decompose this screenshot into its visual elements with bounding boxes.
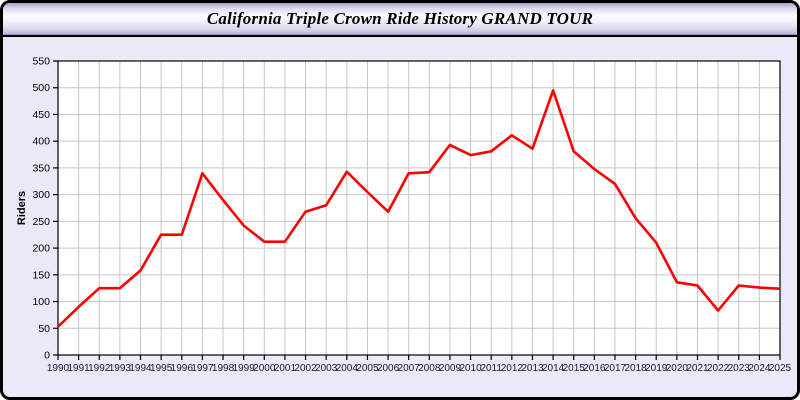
x-axis-tick-label: 2007 <box>398 363 421 374</box>
x-axis-tick-label: 2022 <box>707 363 730 374</box>
x-axis-tick-label: 1995 <box>150 363 173 374</box>
title-bar: California Triple Crown Ride History GRA… <box>3 3 797 37</box>
y-axis-tick-label: 50 <box>38 323 50 335</box>
x-axis-tick-label: 2013 <box>521 363 544 374</box>
plot-frame <box>57 60 781 356</box>
x-axis-tick-label: 2021 <box>686 363 709 374</box>
y-axis-tick-label: 0 <box>44 350 50 362</box>
y-axis-tick-label: 450 <box>32 109 50 121</box>
x-axis-tick-label: 2006 <box>377 363 400 374</box>
x-axis-tick-label: 1999 <box>233 363 256 374</box>
y-axis-tick-label: 100 <box>32 296 50 308</box>
x-axis-tick-label: 2025 <box>769 363 792 374</box>
x-axis-tick-label: 2008 <box>418 363 441 374</box>
x-axis-tick-label: 2002 <box>294 363 317 374</box>
x-axis-tick-label: 2005 <box>356 363 379 374</box>
x-axis-tick-label: 2011 <box>480 363 502 374</box>
page-title: California Triple Crown Ride History GRA… <box>206 9 594 28</box>
x-axis-tick-label: 2014 <box>542 363 565 374</box>
y-axis-tick-label: 150 <box>32 269 50 281</box>
x-axis-tick-label: 2019 <box>645 363 668 374</box>
ride-history-chart: 0501001502002503003504004505005501990199… <box>16 56 792 375</box>
x-axis-tick-label: 2001 <box>274 363 297 374</box>
x-axis-tick-label: 2004 <box>336 363 359 374</box>
y-axis-tick-label: 300 <box>32 189 50 201</box>
x-axis-tick-label: 1990 <box>47 363 70 374</box>
x-axis-tick-label: 1991 <box>68 363 91 374</box>
y-axis-tick-label: 500 <box>32 82 50 94</box>
x-axis-tick-label: 2023 <box>728 363 751 374</box>
x-axis-tick-label: 2012 <box>501 363 524 374</box>
x-axis-tick-label: 1998 <box>212 363 235 374</box>
x-axis-tick-label: 2010 <box>459 363 482 374</box>
x-axis-tick-label: 1992 <box>88 363 111 374</box>
plot-area <box>58 61 780 355</box>
x-axis-tick-label: 2015 <box>563 363 586 374</box>
x-axis-tick-label: 1994 <box>129 363 152 374</box>
y-axis-tick-label: 350 <box>32 162 50 174</box>
y-axis-tick-label: 550 <box>32 56 50 68</box>
riders-line-series <box>57 89 781 328</box>
y-axis-tick-label: 250 <box>32 216 50 228</box>
x-axis-tick-label: 2009 <box>439 363 462 374</box>
y-axis-tick-label: 400 <box>32 136 50 148</box>
x-axis-tick-label: 1993 <box>109 363 132 374</box>
x-axis-tick-label: 2016 <box>583 363 606 374</box>
x-axis-tick-label: 2018 <box>624 363 647 374</box>
y-axis-tick-label: 200 <box>32 243 50 255</box>
x-axis-tick-label: 2003 <box>315 363 338 374</box>
x-axis-tick-label: 2000 <box>253 363 276 374</box>
x-axis-tick-label: 1997 <box>191 363 214 374</box>
y-axis-title: Riders <box>16 191 28 225</box>
x-axis-tick-label: 1996 <box>171 363 194 374</box>
x-axis-tick-label: 2017 <box>604 363 627 374</box>
x-axis-tick-label: 2020 <box>666 363 689 374</box>
x-axis-tick-label: 2024 <box>748 363 771 374</box>
